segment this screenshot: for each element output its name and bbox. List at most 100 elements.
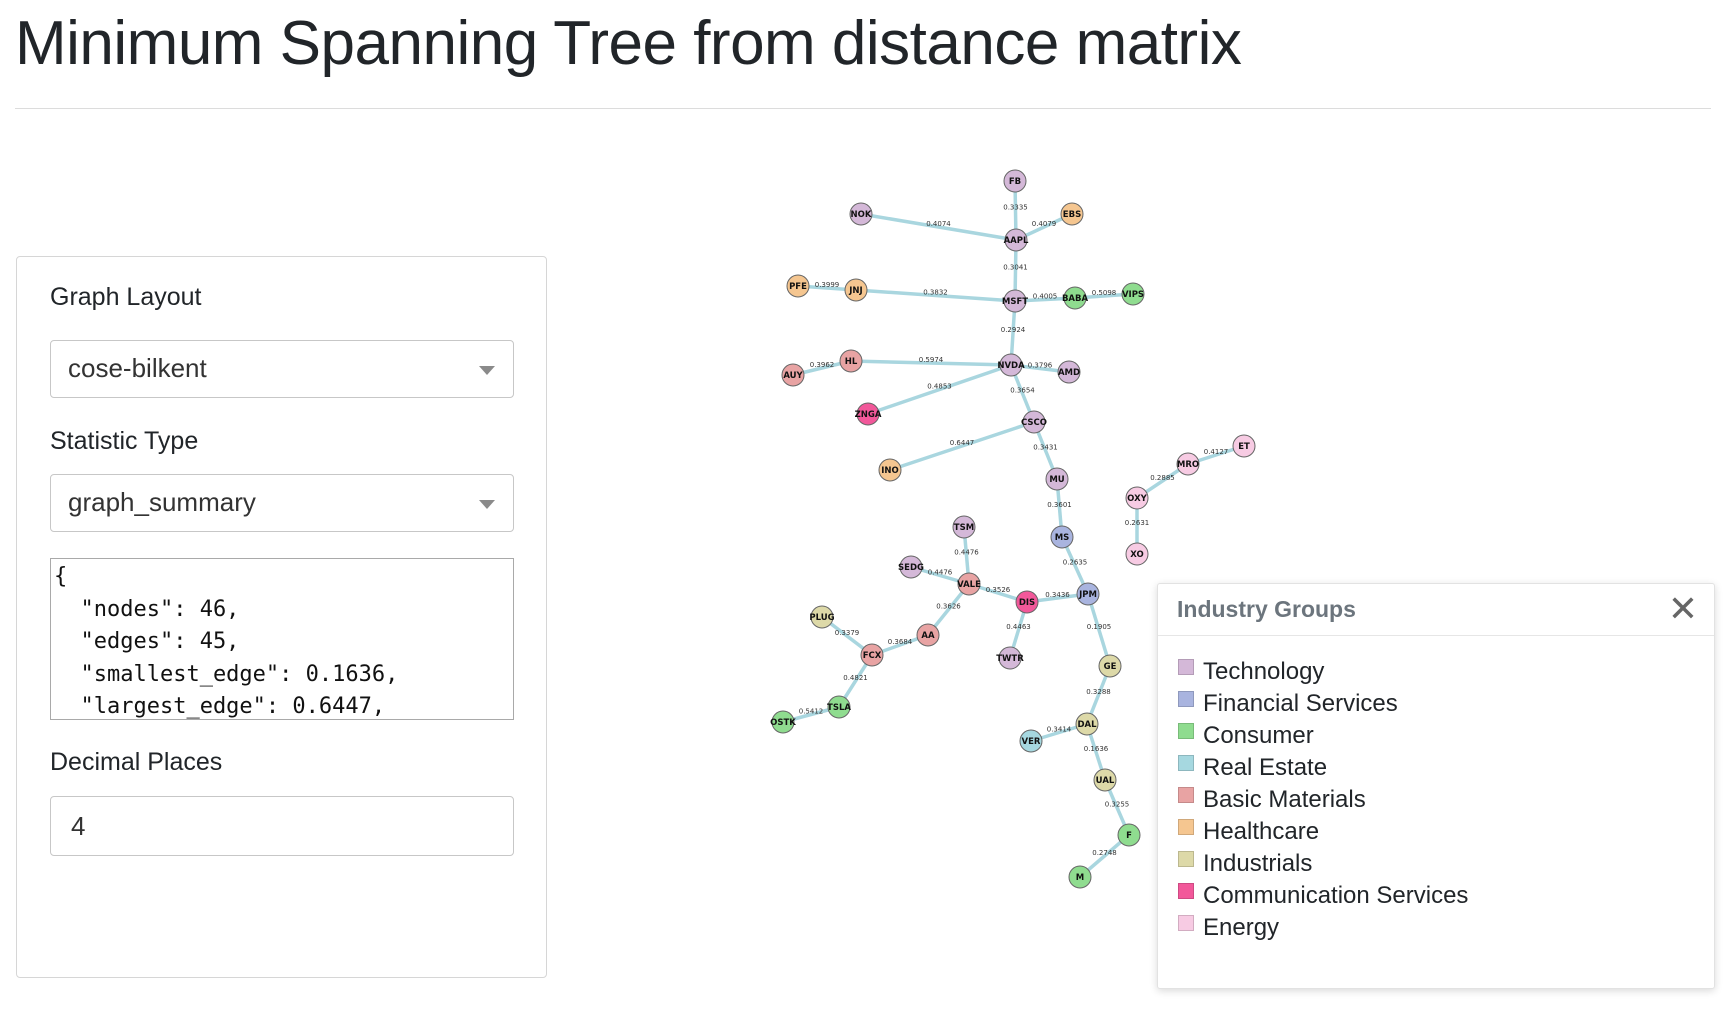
node-dal[interactable]: DAL <box>1075 712 1099 736</box>
node-plug[interactable]: PLUG <box>809 605 835 629</box>
node-tsla[interactable]: TSLA <box>827 695 851 719</box>
edge-JNJ-MSFT[interactable] <box>855 288 1016 303</box>
node-circle[interactable] <box>1015 590 1039 614</box>
node-circle[interactable] <box>1117 823 1141 847</box>
node-ual[interactable]: UAL <box>1093 768 1117 792</box>
node-circle[interactable] <box>1068 865 1092 889</box>
node-tsm[interactable]: TSM <box>952 515 976 539</box>
node-vale[interactable]: VALE <box>957 572 981 596</box>
node-circle[interactable] <box>860 643 884 667</box>
node-circle[interactable] <box>1063 286 1087 310</box>
node-circle[interactable] <box>1121 282 1145 306</box>
edge-weight-label: 0.4476 <box>928 569 953 577</box>
edge-CSCO-INO[interactable] <box>889 420 1035 472</box>
node-msft[interactable]: MSFT <box>1002 289 1028 313</box>
node-oxy[interactable]: OXY <box>1125 486 1149 510</box>
node-circle[interactable] <box>781 363 805 387</box>
node-ino[interactable]: INO <box>878 458 902 482</box>
node-ostk[interactable]: OSTK <box>770 710 796 734</box>
node-circle[interactable] <box>957 572 981 596</box>
node-circle[interactable] <box>856 402 880 426</box>
chevron-down-icon[interactable] <box>479 500 495 509</box>
node-ge[interactable]: GE <box>1098 654 1122 678</box>
node-circle[interactable] <box>1057 360 1081 384</box>
edge-NOK-AAPL[interactable] <box>860 212 1017 242</box>
node-circle[interactable] <box>878 458 902 482</box>
node-circle[interactable] <box>1003 169 1027 193</box>
node-jnj[interactable]: JNJ <box>844 278 868 302</box>
node-circle[interactable] <box>1003 289 1027 313</box>
node-sedg[interactable]: SEDG <box>898 555 924 579</box>
node-auy[interactable]: AUY <box>781 363 805 387</box>
node-ver[interactable]: VER <box>1019 729 1043 753</box>
edge-weight-label: 0.5974 <box>919 356 944 364</box>
node-mu[interactable]: MU <box>1045 467 1069 491</box>
node-circle[interactable] <box>1176 452 1200 476</box>
edge-JPM-GE[interactable] <box>1086 593 1112 667</box>
node-circle[interactable] <box>844 278 868 302</box>
node-circle[interactable] <box>1060 202 1084 226</box>
node-circle[interactable] <box>1050 525 1074 549</box>
edge-weight-label: 0.3601 <box>1047 501 1072 509</box>
node-xo[interactable]: XO <box>1125 542 1149 566</box>
node-circle[interactable] <box>1022 410 1046 434</box>
node-circle[interactable] <box>1004 228 1028 252</box>
node-fb[interactable]: FB <box>1003 169 1027 193</box>
node-hl[interactable]: HL <box>839 349 863 373</box>
node-circle[interactable] <box>1125 542 1149 566</box>
node-fcx[interactable]: FCX <box>860 643 884 667</box>
node-vips[interactable]: VIPS <box>1121 282 1145 306</box>
node-znga[interactable]: ZNGA <box>855 402 882 426</box>
edge-NVDA-ZNGA[interactable] <box>867 363 1012 416</box>
node-circle[interactable] <box>827 695 851 719</box>
node-ebs[interactable]: EBS <box>1060 202 1084 226</box>
statistic-type-select[interactable]: graph_summary <box>50 474 514 532</box>
chevron-down-icon[interactable] <box>479 366 495 375</box>
mst-graph[interactable]: 0.3335 0.4074 0.4079 0.3041 0.3999 0.3832 0.40… <box>600 140 1734 1014</box>
node-m[interactable]: M <box>1068 865 1092 889</box>
node-nok[interactable]: NOK <box>849 202 873 226</box>
node-nvda[interactable]: NVDA <box>997 353 1025 377</box>
node-f[interactable]: F <box>1117 823 1141 847</box>
node-circle[interactable] <box>998 646 1022 670</box>
node-circle[interactable] <box>1019 729 1043 753</box>
node-pfe[interactable]: PFE <box>786 274 810 298</box>
node-csco[interactable]: CSCO <box>1021 410 1047 434</box>
graph-layout-select[interactable]: cose-bilkent <box>50 340 514 398</box>
node-mro[interactable]: MRO <box>1176 452 1200 476</box>
node-ms[interactable]: MS <box>1050 525 1074 549</box>
legend-swatch <box>1178 723 1194 739</box>
node-label: OSTK <box>770 718 796 728</box>
node-circle[interactable] <box>1075 712 1099 736</box>
node-jpm[interactable]: JPM <box>1076 582 1100 606</box>
graph-canvas[interactable]: 0.3335 0.4074 0.4079 0.3041 0.3999 0.3832 0.40… <box>600 140 1734 1014</box>
node-circle[interactable] <box>1093 768 1117 792</box>
node-circle[interactable] <box>1098 654 1122 678</box>
node-circle[interactable] <box>899 555 923 579</box>
node-circle[interactable] <box>999 353 1023 377</box>
node-circle[interactable] <box>916 623 940 647</box>
decimal-places-input[interactable]: 4 <box>50 796 514 856</box>
node-circle[interactable] <box>1045 467 1069 491</box>
node-circle[interactable] <box>952 515 976 539</box>
node-circle[interactable] <box>786 274 810 298</box>
node-aa[interactable]: AA <box>916 623 940 647</box>
close-icon[interactable]: ✕ <box>1667 588 1698 629</box>
node-circle[interactable] <box>839 349 863 373</box>
statistic-output-textarea[interactable]: { "nodes": 46, "edges": 45, "smallest_ed… <box>50 558 514 720</box>
node-circle[interactable] <box>849 202 873 226</box>
node-aapl[interactable]: AAPL <box>1004 228 1029 252</box>
node-label: MRO <box>1177 460 1199 470</box>
edge-weight-label: 0.3526 <box>986 586 1011 594</box>
node-dis[interactable]: DIS <box>1015 590 1039 614</box>
node-amd[interactable]: AMD <box>1057 360 1081 384</box>
node-baba[interactable]: BABA <box>1062 286 1089 310</box>
edge-HL-NVDA[interactable] <box>850 359 1012 367</box>
node-circle[interactable] <box>1232 434 1256 458</box>
node-circle[interactable] <box>771 710 795 734</box>
node-circle[interactable] <box>1076 582 1100 606</box>
node-circle[interactable] <box>1125 486 1149 510</box>
node-twtr[interactable]: TWTR <box>996 646 1024 670</box>
node-circle[interactable] <box>810 605 834 629</box>
node-et[interactable]: ET <box>1232 434 1256 458</box>
